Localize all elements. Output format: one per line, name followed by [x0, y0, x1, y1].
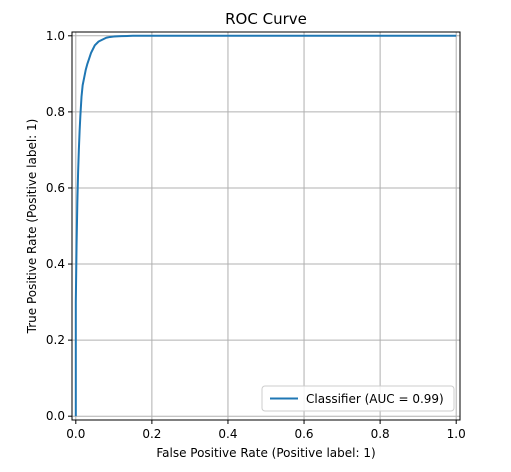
chart-title: ROC Curve [225, 10, 307, 28]
legend-label: Classifier (AUC = 0.99) [306, 392, 444, 406]
y-tick-label: 0.4 [46, 257, 65, 271]
y-axis-label: True Positive Rate (Positive label: 1) [25, 119, 39, 335]
x-tick-label: 0.0 [66, 427, 85, 441]
x-axis-label: False Positive Rate (Positive label: 1) [156, 446, 375, 460]
legend-box [261, 385, 455, 412]
legend: Classifier (AUC = 0.99) [261, 385, 455, 412]
roc-series-line [74, 34, 457, 417]
y-tick-label: 0.8 [46, 105, 65, 119]
x-tick-label: 0.8 [371, 427, 390, 441]
plot-frame [71, 31, 461, 421]
x-tick-label: 0.4 [218, 427, 237, 441]
y-tick-label: 0.6 [46, 181, 65, 195]
grid-lines [72, 32, 460, 420]
y-tick-label: 0.0 [46, 409, 65, 423]
x-tick-label: 0.2 [142, 427, 161, 441]
y-tick-label: 1.0 [46, 29, 65, 43]
y-tick-label: 0.2 [46, 333, 65, 347]
x-tick-label: 1.0 [447, 427, 466, 441]
x-tick-label: 0.6 [294, 427, 313, 441]
series-layer [74, 34, 457, 417]
ticks-layer: 0.0 0.2 0.4 0.6 0.8 1.0 0.0 0.2 0.4 0.6 0.8 1.0 [46, 29, 466, 441]
